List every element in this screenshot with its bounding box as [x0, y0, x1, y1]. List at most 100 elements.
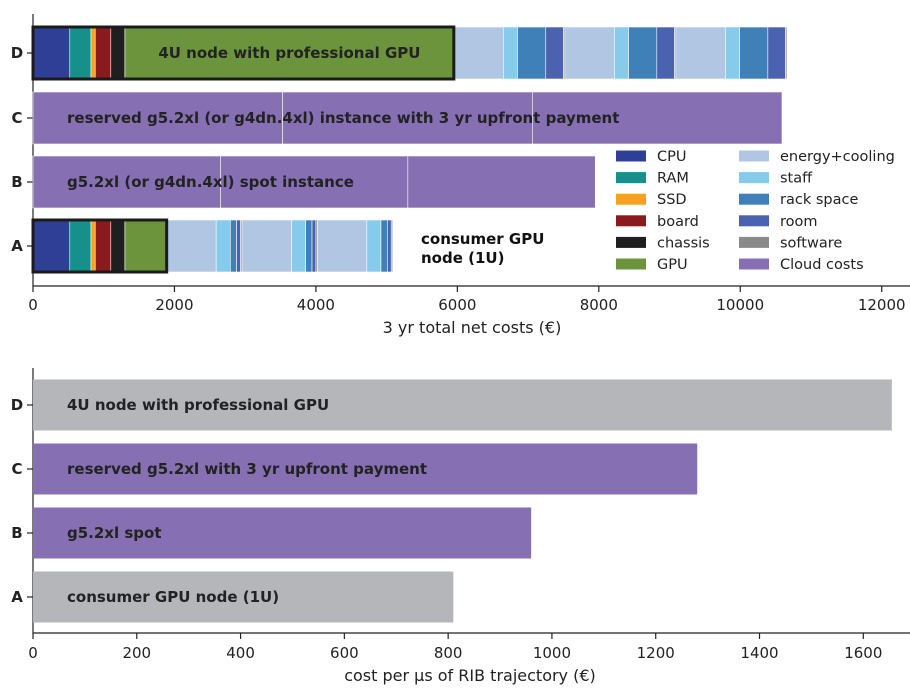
bar-annotation: consumer GPU node (1U): [421, 230, 544, 267]
legend-item: energy+cooling: [739, 149, 895, 165]
x-tick-label: 800: [434, 644, 463, 662]
bar-segment-energy-cooling: [453, 26, 504, 80]
cost-per-trajectory-chart: 0 200 400 600 800 1000 1200 1400 1600 cost per µs…: [11, 368, 910, 685]
legend-label: energy+cooling: [780, 149, 895, 165]
x-tick-label: 12000: [858, 296, 906, 314]
bar-label: g5.2xl spot: [67, 524, 162, 542]
bar-segment-cloud-costs: [32, 91, 283, 145]
legend-swatch: [739, 172, 769, 184]
legend-swatch: [616, 150, 646, 162]
bar-segment-rack-space: [517, 26, 547, 80]
bar-segment-staff: [366, 219, 382, 273]
legend-label: room: [780, 214, 818, 230]
annotation-line: node (1U): [421, 249, 504, 267]
legend-label: software: [780, 235, 842, 251]
x-axis-title: cost per µs of RIB trajectory (€): [344, 666, 596, 685]
bar-segment-board: [94, 26, 112, 80]
legend-item: Cloud costs: [739, 257, 864, 273]
bar-segment-staff: [291, 219, 306, 273]
bar-segment-cloud-costs: [407, 155, 596, 209]
bar-segment-staff: [725, 26, 740, 80]
bar-segment-gpu: [124, 219, 167, 273]
x-tick-label: 0: [28, 296, 38, 314]
hardware-outline: [31, 25, 456, 81]
bar-segment-room: [387, 219, 392, 273]
bar-segment-rack-space: [230, 219, 237, 273]
bar-segment-room: [236, 219, 241, 273]
legend-label: board: [657, 214, 699, 230]
bar-segment-staff: [503, 26, 518, 80]
bar-segment-cloud-costs: [220, 155, 409, 209]
legend-label: Cloud costs: [780, 257, 864, 273]
category-label: A: [11, 237, 23, 255]
bar: [33, 571, 454, 623]
bar-segment-energy-cooling: [564, 26, 615, 80]
x-tick-label: 10000: [716, 296, 764, 314]
x-tick-label: 1400: [740, 644, 778, 662]
bar: [33, 507, 532, 559]
category-label: B: [11, 524, 22, 542]
bar-segment-ram: [69, 26, 92, 80]
stacked-bar-c: reserved g5.2xl (or g4dn.4xl) instance w…: [32, 91, 783, 145]
legend-swatch: [616, 193, 646, 205]
category-label: A: [11, 588, 23, 606]
bar-segment-cpu: [32, 219, 71, 273]
x-tick-label: 1600: [844, 644, 882, 662]
bar-label: g5.2xl (or g4dn.4xl) spot instance: [67, 173, 354, 191]
legend-item: software: [739, 235, 842, 251]
bar-segment-software: [390, 219, 393, 273]
bar-segment-cloud-costs: [32, 155, 221, 209]
stacked-bar-d: 4U node with professional GPU: [31, 25, 788, 81]
bar-segment-gpu: [124, 26, 455, 80]
bar-segment-room: [311, 219, 317, 273]
x-tick-label: 0: [28, 644, 38, 662]
legend-label: staff: [780, 171, 813, 187]
bar-segment-rack-space: [380, 219, 388, 273]
x-axis-title: 3 yr total net costs (€): [383, 318, 562, 337]
legend-label: rack space: [780, 192, 858, 208]
bar-segment-energy-cooling: [241, 219, 292, 273]
bar-segment-cpu: [32, 26, 71, 80]
legend-swatch: [739, 150, 769, 162]
legend-label: GPU: [657, 257, 688, 273]
legend-swatch: [739, 215, 769, 227]
legend-item: rack space: [739, 192, 858, 208]
category-label: C: [11, 109, 22, 127]
hardware-outline: [31, 218, 169, 274]
stacked-bar-b: g5.2xl (or g4dn.4xl) spot instance: [32, 155, 596, 209]
x-tick-label: 6000: [438, 296, 476, 314]
stacked-bar-a: consumer GPU node (1U): [31, 218, 544, 274]
legend-label: RAM: [657, 171, 689, 187]
bar-segment-staff: [215, 219, 231, 273]
legend-label: SSD: [657, 192, 687, 208]
x-tick-label: 400: [226, 644, 255, 662]
bar-segment-board: [94, 219, 112, 273]
bar-a: consumer GPU node (1U): [33, 571, 454, 623]
legend-swatch: [739, 193, 769, 205]
bar-segment-ssd: [90, 219, 96, 273]
annotation-line: consumer GPU: [421, 230, 544, 248]
legend-swatch: [616, 172, 646, 184]
legend-swatch: [616, 258, 646, 270]
bar-segment-energy-cooling: [317, 219, 368, 273]
bar-segment-room: [656, 26, 675, 80]
bar-segment-energy-cooling: [675, 26, 726, 80]
bar-d: 4U node with professional GPU: [33, 379, 892, 431]
x-tick-label: 1000: [533, 644, 571, 662]
category-label: D: [11, 44, 23, 62]
bar-segment-ram: [69, 219, 92, 273]
legend-swatch: [616, 236, 646, 248]
legend-swatch: [616, 215, 646, 227]
legend-item: staff: [739, 171, 813, 187]
bar-segment-chassis: [110, 219, 126, 273]
bar-c: reserved g5.2xl with 3 yr upfront paymen…: [33, 443, 698, 495]
category-label: D: [11, 396, 23, 414]
legend-item: GPU: [616, 257, 688, 273]
legend-item: SSD: [616, 192, 687, 208]
bar-segment-chassis: [110, 26, 126, 80]
x-tick-label: 4000: [297, 296, 335, 314]
bar-segment-software: [785, 26, 788, 80]
legend-item: room: [739, 214, 818, 230]
